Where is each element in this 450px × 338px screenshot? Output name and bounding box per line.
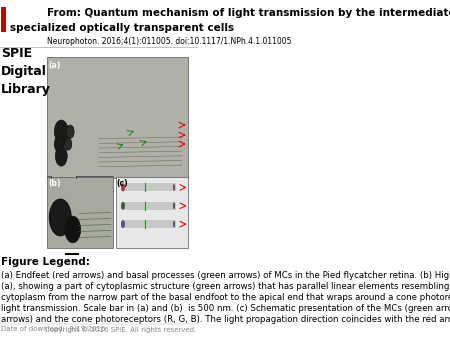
Circle shape [55, 146, 67, 166]
Circle shape [50, 199, 71, 236]
Circle shape [65, 138, 72, 150]
Text: (a): (a) [49, 61, 61, 70]
FancyBboxPatch shape [47, 177, 113, 248]
Text: Date of download:  9/19/2016: Date of download: 9/19/2016 [1, 326, 105, 332]
Text: specialized optically transparent cells: specialized optically transparent cells [10, 23, 234, 33]
Text: SPIE: SPIE [1, 47, 32, 60]
Circle shape [54, 136, 64, 152]
Circle shape [66, 125, 74, 139]
FancyBboxPatch shape [122, 220, 176, 228]
Ellipse shape [173, 185, 175, 190]
Ellipse shape [173, 221, 175, 227]
Text: (a) Endfeet (red arrows) and basal processes (green arrows) of MCs in the Pied f: (a) Endfeet (red arrows) and basal proce… [1, 271, 450, 324]
Text: Library: Library [1, 83, 51, 96]
Text: Copyright © 2016 SPIE. All rights reserved.: Copyright © 2016 SPIE. All rights reserv… [45, 326, 197, 333]
Circle shape [54, 120, 68, 143]
FancyBboxPatch shape [116, 177, 188, 248]
FancyBboxPatch shape [1, 7, 6, 32]
Text: (b): (b) [49, 179, 61, 189]
Ellipse shape [173, 203, 175, 209]
FancyBboxPatch shape [122, 202, 176, 210]
Ellipse shape [121, 202, 125, 210]
FancyBboxPatch shape [122, 184, 176, 191]
Text: Neurophoton. 2016;4(1):011005. doi:10.1117/1.NPh.4.1.011005: Neurophoton. 2016;4(1):011005. doi:10.11… [47, 38, 292, 46]
Text: (c): (c) [117, 179, 128, 189]
Circle shape [65, 216, 81, 243]
FancyBboxPatch shape [47, 57, 188, 178]
Text: Digital: Digital [1, 65, 47, 78]
Text: Figure Legend:: Figure Legend: [1, 258, 90, 267]
Ellipse shape [121, 220, 125, 228]
Ellipse shape [121, 184, 125, 191]
Text: From: Quantum mechanism of light transmission by the intermediate filaments in s: From: Quantum mechanism of light transmi… [47, 8, 450, 18]
